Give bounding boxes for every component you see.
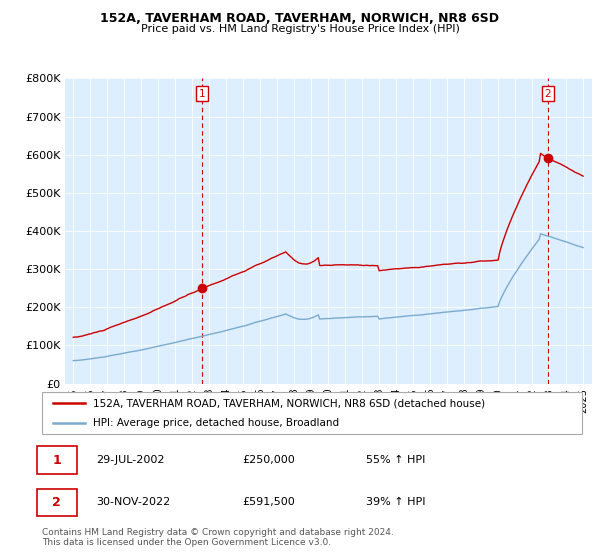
Text: 1: 1 <box>199 88 205 99</box>
Text: HPI: Average price, detached house, Broadland: HPI: Average price, detached house, Broa… <box>94 418 340 428</box>
FancyBboxPatch shape <box>37 489 77 516</box>
Text: 1: 1 <box>52 454 61 467</box>
Text: 55% ↑ HPI: 55% ↑ HPI <box>366 455 425 465</box>
Text: 152A, TAVERHAM ROAD, TAVERHAM, NORWICH, NR8 6SD: 152A, TAVERHAM ROAD, TAVERHAM, NORWICH, … <box>101 12 499 25</box>
Text: £591,500: £591,500 <box>242 497 295 507</box>
Text: 30-NOV-2022: 30-NOV-2022 <box>96 497 170 507</box>
Text: 2: 2 <box>544 88 551 99</box>
Text: 152A, TAVERHAM ROAD, TAVERHAM, NORWICH, NR8 6SD (detached house): 152A, TAVERHAM ROAD, TAVERHAM, NORWICH, … <box>94 398 485 408</box>
FancyBboxPatch shape <box>37 446 77 474</box>
Text: 29-JUL-2002: 29-JUL-2002 <box>96 455 164 465</box>
Text: 39% ↑ HPI: 39% ↑ HPI <box>366 497 425 507</box>
Text: Price paid vs. HM Land Registry's House Price Index (HPI): Price paid vs. HM Land Registry's House … <box>140 24 460 34</box>
Text: Contains HM Land Registry data © Crown copyright and database right 2024.
This d: Contains HM Land Registry data © Crown c… <box>42 528 394 547</box>
Text: 2: 2 <box>52 496 61 509</box>
Text: £250,000: £250,000 <box>242 455 295 465</box>
